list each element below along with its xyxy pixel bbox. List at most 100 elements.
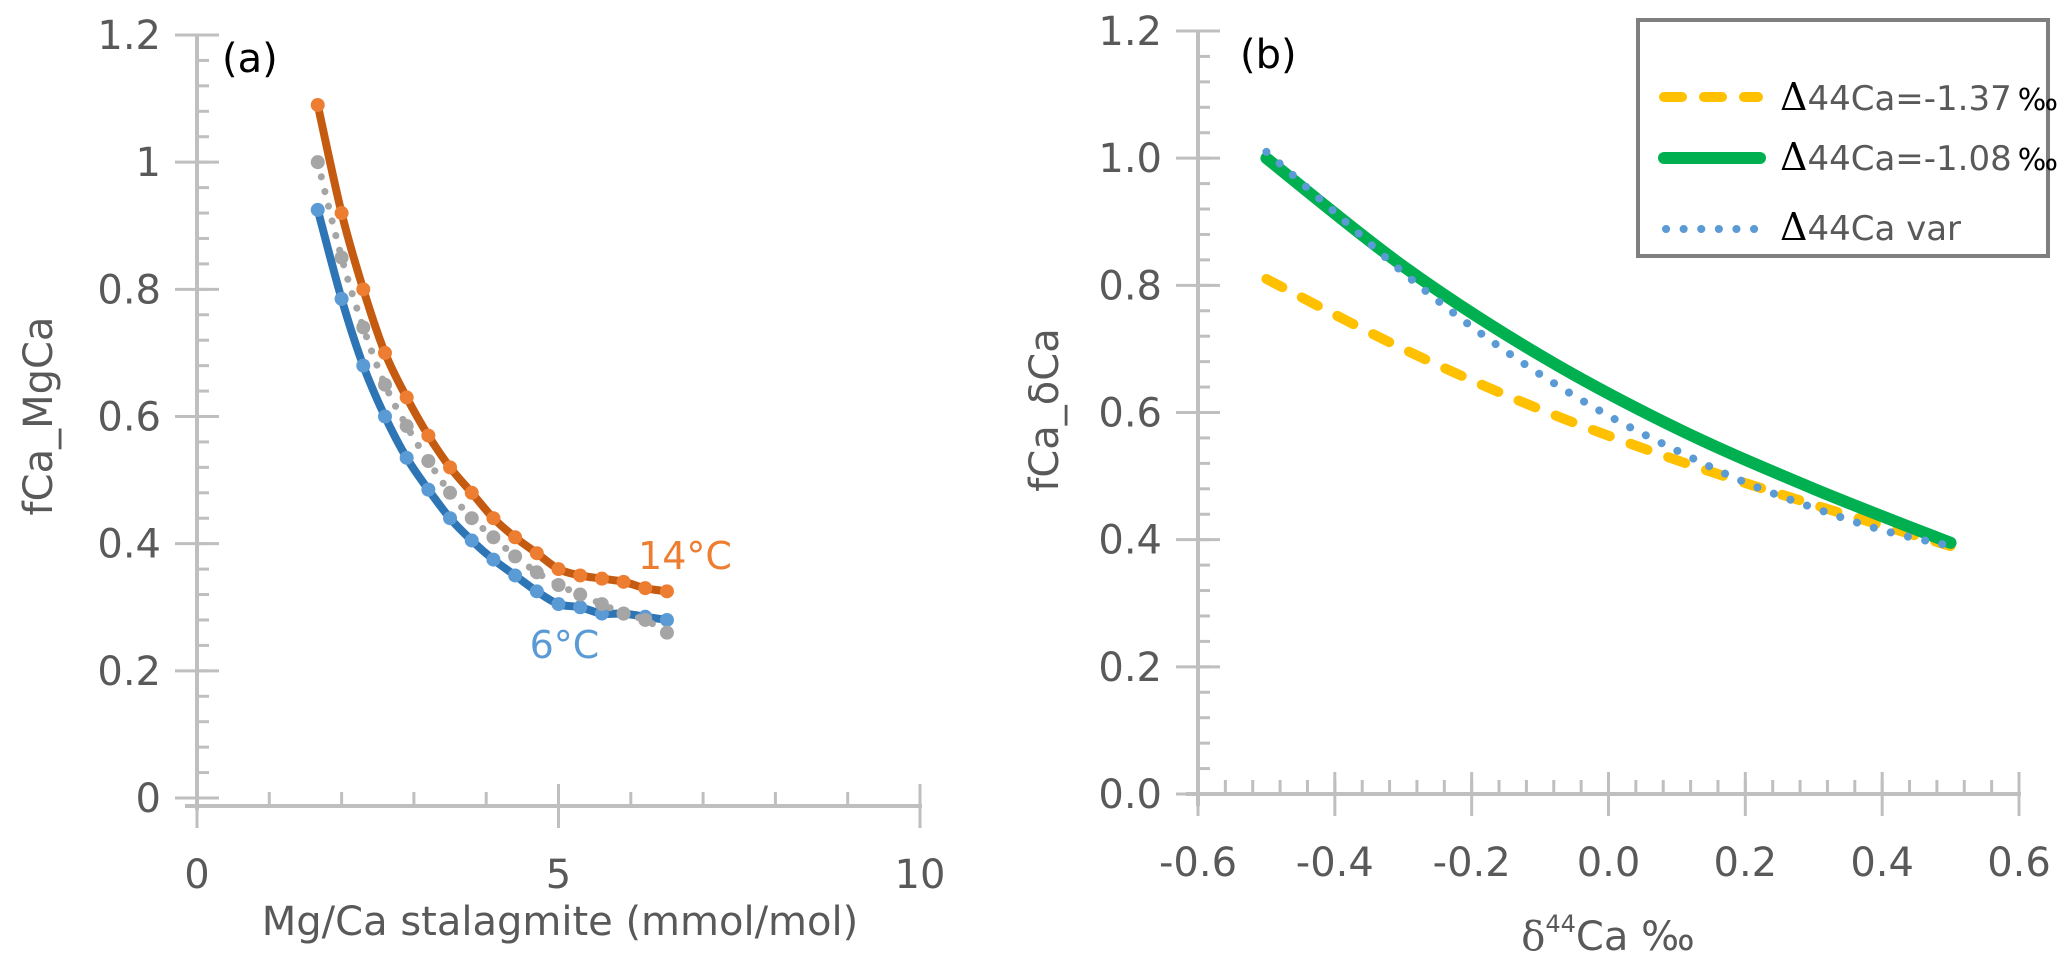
legend-label: 44Ca var bbox=[1807, 209, 1961, 249]
series-0-1-point bbox=[377, 409, 392, 424]
y-tick-label: 1 bbox=[136, 140, 161, 186]
legend-unit: ‰ bbox=[2018, 83, 2058, 118]
y-tick-label: 0.6 bbox=[97, 395, 161, 441]
series-0-1-point bbox=[508, 568, 523, 583]
series-0-0-point bbox=[659, 584, 674, 599]
svg-text:Δ44Ca=-1.08‰: Δ44Ca=-1.08 ‰ bbox=[1780, 135, 2058, 179]
series-0-0-point bbox=[421, 428, 436, 443]
legend-delta-symbol: Δ bbox=[1780, 75, 1807, 119]
series-0-2-point bbox=[573, 587, 588, 602]
series-0-0-point bbox=[464, 485, 479, 500]
legend-item-1: Δ44Ca=-1.37 ‰ bbox=[1659, 75, 2058, 119]
legend-delta-symbol: Δ bbox=[1780, 135, 1807, 179]
series-0-1-point bbox=[486, 552, 501, 567]
legend-delta-symbol: Δ bbox=[1780, 205, 1807, 249]
y-tick-label: 1.0 bbox=[1098, 136, 1162, 182]
x-tick-label: -0.2 bbox=[1433, 840, 1511, 886]
annotation-6c: 6°C bbox=[530, 623, 600, 667]
series-0-1-point bbox=[464, 533, 479, 548]
x-title-superscript: 44 bbox=[1545, 910, 1576, 938]
x-tick-label: 0.2 bbox=[1714, 840, 1778, 886]
series-0-2-point bbox=[529, 565, 544, 580]
series-0-2-point bbox=[310, 155, 325, 170]
series-0-2-point bbox=[443, 485, 458, 500]
legend: Δ44Ca=-1.37 ‰ Δ44Ca=-1.08 ‰ Δ44Ca var bbox=[1636, 18, 2058, 258]
legend-unit: ‰ bbox=[2018, 143, 2058, 178]
panel-a-axes: 0 0.2 0.4 0.6 0.8 1 1.2 0 5 10 bbox=[97, 13, 945, 898]
series-0-2-point bbox=[594, 597, 609, 612]
series-0-2-point bbox=[399, 419, 414, 434]
series-0-0-point bbox=[399, 390, 414, 405]
x-tick-label: -0.6 bbox=[1159, 840, 1237, 886]
series-0-1-point bbox=[529, 584, 544, 599]
x-title-delta: δ bbox=[1521, 914, 1545, 960]
legend-label: 44Ca=-1.08 bbox=[1807, 139, 2011, 179]
series-0-0-point bbox=[616, 574, 631, 589]
y-tick-label: 0.8 bbox=[1098, 263, 1162, 309]
panel-a-y-axis-title: fCa_MgCa bbox=[16, 317, 62, 516]
series-0-0-point bbox=[377, 345, 392, 360]
series-0-1-point bbox=[443, 511, 458, 526]
y-tick-label: 0.4 bbox=[97, 522, 161, 568]
svg-text:Δ44Ca var: Δ44Ca var bbox=[1780, 205, 1961, 249]
x-tick-label: 0 bbox=[184, 852, 209, 898]
panel-a-series bbox=[310, 97, 674, 640]
series-0-0-point bbox=[594, 571, 609, 586]
series-0-2-point bbox=[486, 530, 501, 545]
series-0-0-point bbox=[310, 97, 325, 112]
legend-item-3: Δ44Ca var bbox=[1662, 205, 1961, 249]
series-0-2-point bbox=[464, 511, 479, 526]
series-0-2-point bbox=[334, 250, 349, 265]
series-0-2-point bbox=[377, 377, 392, 392]
series-0-0-point bbox=[638, 581, 653, 596]
y-tick-label: 1.2 bbox=[97, 13, 161, 59]
y-tick-label: 0.6 bbox=[1098, 391, 1162, 437]
y-tick-label: 0 bbox=[136, 776, 161, 822]
y-tick-label: 0.0 bbox=[1098, 772, 1162, 818]
panel-b-series bbox=[1260, 147, 1957, 552]
x-tick-label: 0.0 bbox=[1577, 840, 1641, 886]
series-1-2-line bbox=[1262, 147, 1955, 551]
series-0-2-point bbox=[616, 606, 631, 621]
series-0-1-point bbox=[421, 482, 436, 497]
x-tick-label: -0.4 bbox=[1296, 840, 1374, 886]
series-0-0-point bbox=[551, 562, 566, 577]
series-0-1-point bbox=[659, 612, 674, 627]
series-0-1-point bbox=[551, 597, 566, 612]
x-title-rest: Ca ‰ bbox=[1576, 914, 1695, 960]
x-tick-label: 0.4 bbox=[1850, 840, 1914, 886]
series-0-2-point bbox=[356, 320, 371, 335]
x-tick-label: 0.6 bbox=[1987, 840, 2051, 886]
y-tick-label: 0.2 bbox=[97, 649, 161, 695]
x-tick-label: 5 bbox=[546, 852, 571, 898]
svg-text:Δ44Ca=-1.37‰: Δ44Ca=-1.37 ‰ bbox=[1780, 75, 2058, 119]
panel-b-label: (b) bbox=[1240, 32, 1297, 78]
series-0-2-point bbox=[659, 625, 674, 640]
series-0-1-point bbox=[356, 358, 371, 373]
series-0-1-point bbox=[334, 291, 349, 306]
y-tick-label: 0.8 bbox=[97, 267, 161, 313]
panel-b: 0.0 0.2 0.4 0.6 0.8 1.0 1.2 -0.6 -0.4 -0.2 0.0 0.2 0… bbox=[1022, 9, 2058, 960]
y-tick-label: 1.2 bbox=[1098, 9, 1162, 55]
series-0-2-point bbox=[638, 612, 653, 627]
series-0-0-point bbox=[508, 530, 523, 545]
series-0-0-point bbox=[486, 511, 501, 526]
series-0-0-point bbox=[443, 460, 458, 475]
panel-a-x-axis-title: Mg/Ca stalagmite (mmol/mol) bbox=[262, 899, 858, 945]
series-0-1-point bbox=[573, 600, 588, 615]
series-0-2-point bbox=[421, 454, 436, 469]
series-1-1-line bbox=[1260, 152, 1957, 549]
panel-b-y-axis-title: fCa_δCa bbox=[1022, 328, 1068, 491]
series-0-0-point bbox=[529, 546, 544, 561]
series-0-1-point bbox=[399, 450, 414, 465]
panel-a: 0 0.2 0.4 0.6 0.8 1 1.2 0 5 10 (a) Mg/Ca stalagmi… bbox=[16, 13, 945, 945]
legend-item-2: Δ44Ca=-1.08 ‰ bbox=[1658, 135, 2058, 179]
annotation-14c: 14°C bbox=[638, 534, 732, 578]
panel-a-label: (a) bbox=[222, 36, 278, 82]
series-0-0-point bbox=[334, 206, 349, 221]
series-0-0-point bbox=[573, 568, 588, 583]
series-0-0-point bbox=[356, 282, 371, 297]
series-0-2-point bbox=[508, 549, 523, 564]
series-0-1-point bbox=[310, 202, 325, 217]
